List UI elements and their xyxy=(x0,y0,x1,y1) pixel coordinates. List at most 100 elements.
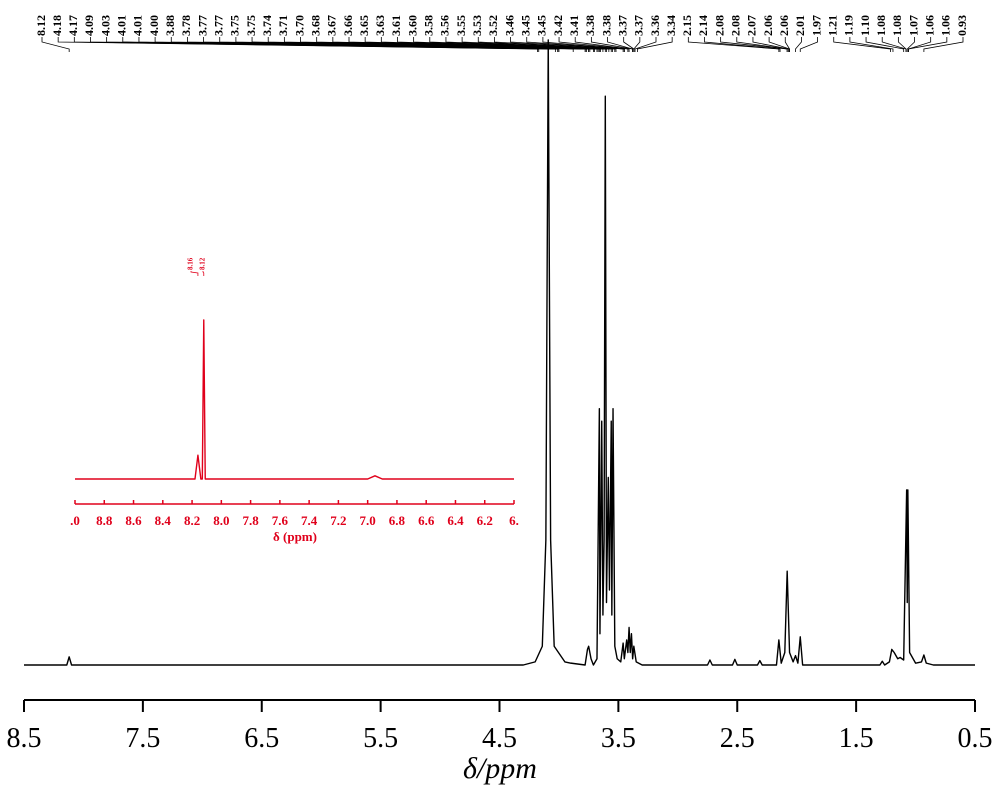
peak-label: 3.45 xyxy=(535,15,549,36)
spectrum-line xyxy=(75,319,514,480)
peak-label: 1.19 xyxy=(842,15,856,36)
peak-leader xyxy=(736,37,788,52)
peak-label: 3.58 xyxy=(422,15,436,36)
peak-leader xyxy=(687,37,780,52)
x-tick-label: 7.0 xyxy=(360,513,376,528)
peak-label: 8.12 xyxy=(199,257,207,270)
peak-label: 3.55 xyxy=(454,15,468,36)
peak-label: 3.42 xyxy=(551,15,565,36)
peak-leader xyxy=(795,37,802,52)
peak-label: 3.68 xyxy=(308,15,322,36)
x-tick-label: 6.2 xyxy=(477,513,493,528)
x-tick-label: 8.2 xyxy=(184,513,200,528)
peak-label: 3.41 xyxy=(567,15,581,36)
peak-label: 3.52 xyxy=(486,15,500,36)
peak-leader xyxy=(445,37,612,52)
peak-label: 2.01 xyxy=(793,15,807,36)
x-tick-label: 8.5 xyxy=(7,723,42,754)
peak-label: 4.18 xyxy=(50,15,64,36)
peak-leader xyxy=(461,37,613,52)
peak-leader xyxy=(41,37,70,52)
peak-leader xyxy=(704,37,781,52)
peak-label: 4.09 xyxy=(82,15,96,36)
peak-label: 3.63 xyxy=(373,15,387,36)
peak-leader xyxy=(510,37,624,52)
x-tick-label: 0.5 xyxy=(958,723,993,754)
peak-leader xyxy=(636,37,673,52)
x-tick-label: 6.4 xyxy=(447,513,464,528)
peak-label: 8.12 xyxy=(34,15,48,36)
peak-label: 3.38 xyxy=(583,15,597,36)
peak-leader xyxy=(202,271,205,276)
peak-label: 0.93 xyxy=(955,15,969,36)
x-tick-label: 7.4 xyxy=(301,513,318,528)
peak-leader xyxy=(558,37,629,52)
x-tick-label: 8.4 xyxy=(155,513,172,528)
peak-leader xyxy=(849,37,894,52)
peak-label: 1.97 xyxy=(809,15,823,36)
peak-label: 3.60 xyxy=(405,15,419,36)
x-tick-label: 8.6 xyxy=(125,513,142,528)
peak-label: 2.08 xyxy=(712,15,726,36)
peak-label: 3.74 xyxy=(260,15,274,36)
peak-label: 3.53 xyxy=(470,15,484,36)
peak-leader xyxy=(865,37,905,52)
peak-label: 2.06 xyxy=(761,15,775,36)
peak-label: 1.10 xyxy=(858,15,872,36)
x-tick-label: 2.5 xyxy=(720,723,755,754)
peak-label: 2.08 xyxy=(729,15,743,36)
peak-label: 3.34 xyxy=(664,15,678,36)
inset-x-axis-title: δ (ppm) xyxy=(273,529,317,544)
peak-leader xyxy=(542,37,625,52)
peak-label: 3.88 xyxy=(163,15,177,36)
peak-label: 3.75 xyxy=(244,15,258,36)
peak-label: 3.36 xyxy=(648,15,662,36)
x-tick-label: 5.5 xyxy=(363,723,398,754)
spectrum-line xyxy=(24,39,975,666)
x-tick-label: 7.8 xyxy=(242,513,259,528)
x-axis-title: δ/ppm xyxy=(463,752,537,785)
peak-leader xyxy=(574,37,630,52)
x-tick-label: 6.6 xyxy=(418,513,435,528)
peak-label: 3.70 xyxy=(292,15,306,36)
x-tick-label: 6.5 xyxy=(244,723,279,754)
peak-label: 4.01 xyxy=(131,15,145,36)
peak-label: 1.08 xyxy=(874,15,888,36)
x-tick-label: 4.5 xyxy=(482,723,517,754)
peak-label: 3.77 xyxy=(195,15,209,36)
x-tick-label: 7.6 xyxy=(272,513,289,528)
peak-label: 3.37 xyxy=(632,15,646,36)
x-tick-label: 7.2 xyxy=(330,513,346,528)
peak-label: 3.37 xyxy=(615,15,629,36)
peak-label: 3.71 xyxy=(276,15,290,36)
peak-leader xyxy=(634,37,657,52)
peak-label: 3.56 xyxy=(438,15,452,36)
peak-label: 3.45 xyxy=(518,15,532,36)
peak-leader xyxy=(784,37,790,52)
peak-leader xyxy=(906,37,915,52)
peak-label: 3.38 xyxy=(599,15,613,36)
peak-leader xyxy=(897,37,907,52)
peak-label: 3.78 xyxy=(179,15,193,36)
x-tick-label: 8.8 xyxy=(96,513,113,528)
x-tick-label: .0 xyxy=(70,513,80,528)
x-tick-label: 8.0 xyxy=(213,513,229,528)
peak-label: 8.16 xyxy=(187,257,195,270)
peak-leader xyxy=(477,37,616,52)
peak-label: 3.67 xyxy=(325,15,339,36)
peak-label: 3.65 xyxy=(357,15,371,36)
peak-leader xyxy=(833,37,891,52)
peak-leader xyxy=(607,37,634,52)
peak-leader xyxy=(190,271,199,276)
peak-label: 1.08 xyxy=(890,15,904,36)
peak-label: 2.15 xyxy=(680,15,694,36)
peak-label: 4.17 xyxy=(66,15,80,36)
x-tick-label: 6.8 xyxy=(389,513,406,528)
peak-leader xyxy=(633,37,641,52)
peak-label: 1.06 xyxy=(922,15,936,36)
peak-label: 4.03 xyxy=(98,15,112,36)
peak-leader xyxy=(494,37,617,52)
